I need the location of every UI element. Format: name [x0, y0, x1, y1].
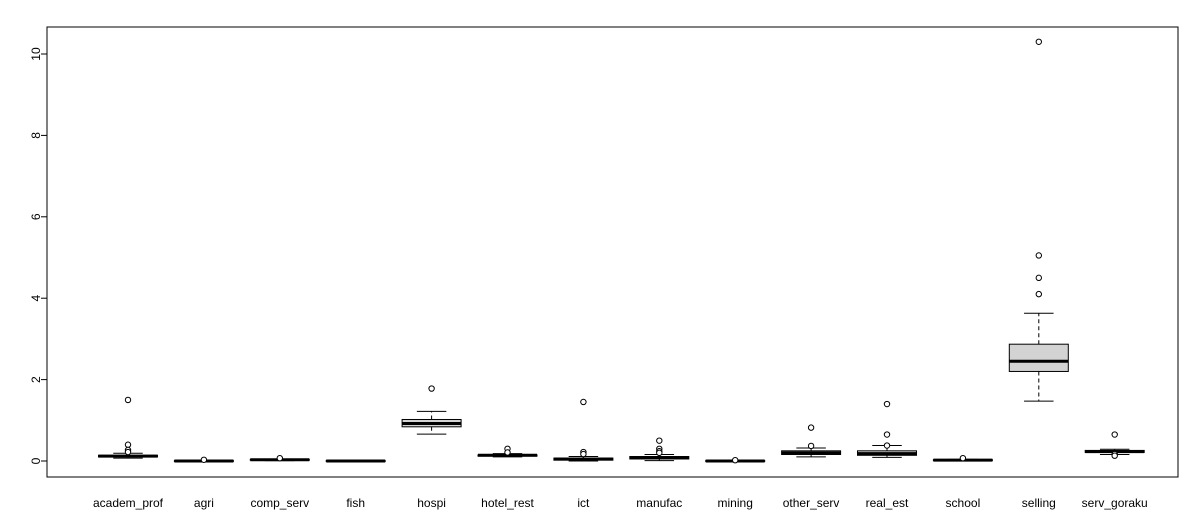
x-tick-label: ict [577, 496, 590, 510]
plot-frame [46, 26, 1179, 478]
x-tick-label: hospi [417, 496, 446, 510]
y-tick-label: 8 [29, 132, 43, 139]
outlier-point [504, 449, 511, 456]
outlier-point [732, 456, 739, 464]
outlier-point [1111, 452, 1118, 459]
box-iqr [1008, 343, 1069, 372]
outlier-point [124, 396, 132, 404]
y-tick-label: 6 [29, 213, 43, 220]
outlier-point [883, 442, 891, 449]
x-tick-label: real_est [866, 496, 909, 510]
box-manufac [629, 437, 690, 462]
outlier-point [656, 437, 663, 444]
outlier-point [580, 398, 587, 406]
x-tick-label: fish [346, 496, 365, 510]
x-tick-label: academ_prof [93, 496, 164, 510]
outlier-point [883, 400, 891, 408]
y-tick-label: 10 [29, 47, 43, 61]
box-selling [1008, 38, 1069, 402]
x-tick-label: comp_serv [250, 496, 309, 510]
outlier-point [1035, 252, 1043, 259]
outlier-point [1035, 38, 1043, 45]
box-school [932, 454, 993, 462]
outlier-point [656, 449, 663, 457]
outlier-point [807, 442, 815, 450]
box-agri [173, 456, 234, 463]
x-tick-label: serv_goraku [1082, 496, 1148, 510]
outlier-point [1035, 290, 1043, 298]
y-tick-label: 4 [29, 295, 43, 302]
x-tick-label: manufac [636, 496, 682, 510]
x-tick-label: school [946, 496, 981, 510]
box-serv_goraku [1084, 431, 1145, 459]
x-axis: academ_prof agri comp_serv fish hospi hotel_r… [93, 496, 1148, 510]
x-tick-label: other_serv [783, 496, 840, 510]
outlier-point [276, 454, 283, 462]
box-comp_serv [249, 454, 310, 462]
boxes-layer [98, 38, 1145, 464]
x-tick-label: agri [194, 496, 214, 510]
box-academ_prof [98, 396, 158, 459]
outlier-point [883, 431, 891, 438]
y-tick-label: 0 [29, 457, 43, 464]
box-hospi [401, 385, 462, 435]
outlier-point [807, 424, 815, 431]
y-tick-label: 2 [29, 376, 43, 383]
x-tick-label: selling [1022, 496, 1056, 510]
outlier-point [1035, 274, 1043, 282]
outlier-point [959, 454, 967, 462]
box-fish [325, 459, 386, 463]
outlier-point [1111, 431, 1118, 438]
outlier-point [428, 385, 435, 392]
outlier-point [124, 448, 132, 456]
box-mining [705, 456, 766, 464]
box-real_est [857, 400, 917, 458]
outlier-point [200, 456, 208, 463]
box-ict [553, 398, 614, 462]
box-hotel_rest [477, 445, 538, 458]
outlier-point [124, 441, 132, 448]
x-tick-label: hotel_rest [481, 496, 534, 510]
box-other_serv [781, 424, 842, 458]
outlier-point [580, 450, 587, 458]
x-tick-label: mining [718, 496, 753, 510]
y-axis: 0 2 4 6 8 10 [29, 47, 47, 464]
